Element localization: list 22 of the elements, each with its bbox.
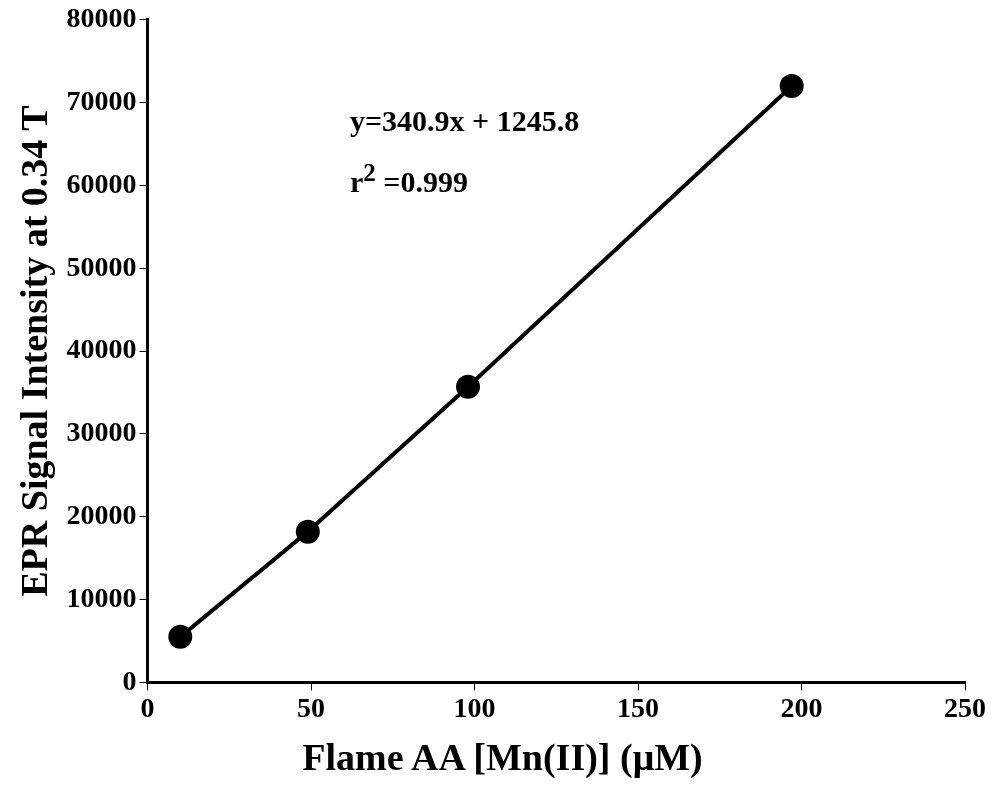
y-tick-label: 20000 — [66, 498, 137, 530]
annotation: r$^{2}$ =0.999 — [350, 158, 469, 200]
y-tick-label: 60000 — [66, 167, 137, 199]
point — [168, 624, 193, 649]
y-axis-title: EPR Signal Intensity at 0.34 T — [12, 105, 55, 597]
point — [779, 74, 804, 99]
x-tick-label: 250 — [944, 692, 986, 724]
x-tick-label: 150 — [617, 692, 660, 724]
x-axis-title: Flame AA [Mn(II)] (μM) — [301, 735, 704, 779]
y-tick-label: 70000 — [66, 84, 137, 116]
y-tick-label: 10000 — [66, 581, 137, 613]
x-tick-label: 100 — [453, 692, 496, 724]
point — [456, 374, 481, 399]
x-tick-label: 50 — [297, 692, 326, 724]
x-tick-label: 200 — [780, 692, 823, 724]
y-tick-label: 80000 — [66, 2, 137, 34]
y-tick-label: 40000 — [66, 333, 137, 365]
annotation: y=340.9x + 1245.8 — [350, 103, 580, 139]
point — [295, 519, 320, 544]
y-tick-label: 30000 — [66, 416, 137, 448]
y-tick-label: 50000 — [66, 250, 137, 282]
y-tick-label: 0 — [122, 664, 137, 696]
